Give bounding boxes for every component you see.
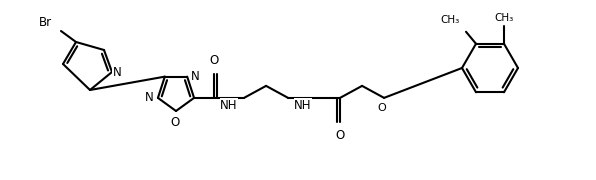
Text: N: N xyxy=(191,70,200,83)
Text: NH: NH xyxy=(294,99,312,112)
Text: O: O xyxy=(336,129,344,142)
Text: O: O xyxy=(209,54,219,67)
Text: CH₃: CH₃ xyxy=(494,13,514,23)
Text: CH₃: CH₃ xyxy=(441,15,460,25)
Text: O: O xyxy=(378,103,386,113)
Text: N: N xyxy=(113,66,122,78)
Text: Br: Br xyxy=(39,15,52,28)
Text: O: O xyxy=(170,116,179,129)
Text: N: N xyxy=(145,91,154,104)
Text: NH: NH xyxy=(221,99,238,112)
